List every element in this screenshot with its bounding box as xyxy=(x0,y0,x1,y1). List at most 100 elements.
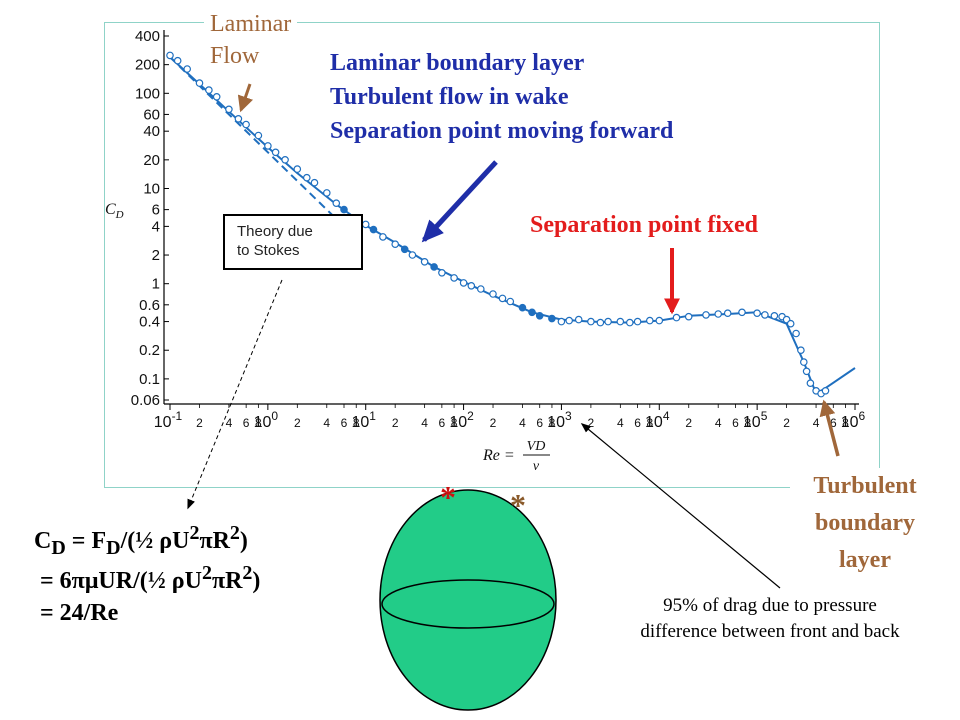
data-point xyxy=(799,358,808,366)
data-point xyxy=(625,318,634,327)
data-point xyxy=(310,178,319,187)
data-point xyxy=(821,386,830,395)
y-tick-label: 0.06 xyxy=(131,392,160,409)
data-point xyxy=(548,314,556,323)
x-tick-minor-label: 4 xyxy=(226,416,233,430)
x-tick-label: 105 xyxy=(743,409,768,431)
data-point xyxy=(596,318,605,327)
y-tick-label: 20 xyxy=(143,152,160,169)
x-tick-exponent: 5 xyxy=(761,409,768,423)
x-tick-exponent: 2 xyxy=(467,409,474,423)
y-tick-label: 10 xyxy=(143,181,160,198)
y-tick-label: 6 xyxy=(152,202,160,219)
turbulent-line-1: Turbulent xyxy=(813,473,917,499)
blue-line-3: Separation point moving forward xyxy=(330,118,674,144)
data-point xyxy=(332,199,341,208)
back-asterisk: * xyxy=(510,487,526,523)
x-tick-label: 10-1 xyxy=(154,409,183,431)
data-point xyxy=(655,316,664,325)
x-tick-exponent: 1 xyxy=(369,409,376,423)
stokes-line-1: Theory due xyxy=(237,223,313,240)
laminar-flow-line1: Laminar xyxy=(210,11,292,37)
x-tick-exponent: -1 xyxy=(172,409,183,423)
y-tick-label: 0.1 xyxy=(139,371,160,388)
data-point xyxy=(753,309,761,318)
data-point xyxy=(379,233,387,241)
data-point xyxy=(254,131,263,140)
data-point xyxy=(498,294,507,303)
y-tick-label: 1 xyxy=(152,276,160,293)
x-axis-label: Re = xyxy=(482,447,515,464)
x-tick-minor-label: 4 xyxy=(323,416,330,430)
y-axis-label-sub: D xyxy=(115,209,124,221)
data-point xyxy=(408,251,417,259)
x-tick-minor-label: 8 xyxy=(842,416,849,430)
data-point xyxy=(535,311,544,320)
data-point xyxy=(684,312,693,321)
y-tick-label: 0.2 xyxy=(139,342,160,359)
data-point xyxy=(506,297,515,306)
data-point xyxy=(518,303,527,312)
x-tick-minor-label: 4 xyxy=(519,416,526,430)
x-axis-label-numerator: VD xyxy=(527,439,546,454)
data-point xyxy=(183,65,192,73)
pressure-note-arrow xyxy=(580,423,781,589)
x-tick-minor-label: 2 xyxy=(196,416,203,430)
data-point xyxy=(770,311,779,320)
x-tick-minor-label: 8 xyxy=(451,416,458,430)
data-point xyxy=(557,317,566,326)
data-point xyxy=(797,346,805,355)
sphere-body xyxy=(379,489,557,711)
blue-arrow xyxy=(421,160,498,243)
x-tick-minor-label: 6 xyxy=(536,416,543,430)
data-point xyxy=(195,79,204,87)
x-tick-minor-label: 8 xyxy=(549,416,556,430)
x-tick-minor-label: 8 xyxy=(646,416,653,430)
data-point xyxy=(786,319,795,328)
data-point xyxy=(450,274,458,282)
y-axis-label: CD xyxy=(105,201,124,221)
data-point xyxy=(792,329,800,338)
data-point xyxy=(391,240,400,249)
x-tick-minor-label: 4 xyxy=(813,416,820,430)
y-tick-label: 0.4 xyxy=(139,314,160,331)
data-point xyxy=(271,148,280,157)
blue-line-1: Laminar boundary layer xyxy=(330,50,585,76)
x-tick-label: 103 xyxy=(547,409,572,431)
data-point xyxy=(205,86,213,94)
data-point xyxy=(806,379,815,388)
x-tick-label: 100 xyxy=(254,409,279,431)
data-point xyxy=(340,205,348,214)
laminar-flow-label: Laminar Flow xyxy=(204,8,298,72)
data-point xyxy=(361,220,370,229)
x-tick-minor-label: 2 xyxy=(490,416,497,430)
y-tick-label: 100 xyxy=(135,85,160,102)
x-tick-label: 101 xyxy=(351,409,376,431)
y-tick-label: 0.6 xyxy=(139,297,160,314)
data-point xyxy=(438,268,446,277)
x-tick-minor-label: 6 xyxy=(243,416,250,430)
data-point xyxy=(400,245,409,254)
x-tick-label: 106 xyxy=(841,409,866,431)
note-line-2: difference between front and back xyxy=(640,621,900,642)
x-tick-minor-label: 8 xyxy=(353,416,360,430)
data-point xyxy=(212,93,221,101)
drag-curve xyxy=(169,56,856,395)
data-point xyxy=(738,308,746,317)
data-point xyxy=(322,189,331,197)
data-point xyxy=(467,281,476,290)
formula-line-3: = 24/Re xyxy=(40,600,119,626)
data-point xyxy=(242,120,250,129)
y-tick-label: 2 xyxy=(152,247,160,264)
x-tick-minor-label: 6 xyxy=(830,416,837,430)
boundary-layer-annotation: Laminar boundary layer Turbulent flow in… xyxy=(330,46,673,148)
data-point xyxy=(604,317,612,326)
y-tick-label: 40 xyxy=(143,123,160,140)
stokes-theory-box: Theory due to Stokes xyxy=(223,214,363,270)
y-tick-label: 200 xyxy=(135,57,160,74)
x-tick-minor-label: 4 xyxy=(617,416,624,430)
x-axis-label-denominator: ν xyxy=(533,459,540,474)
data-point xyxy=(264,142,272,150)
data-point xyxy=(166,51,174,60)
